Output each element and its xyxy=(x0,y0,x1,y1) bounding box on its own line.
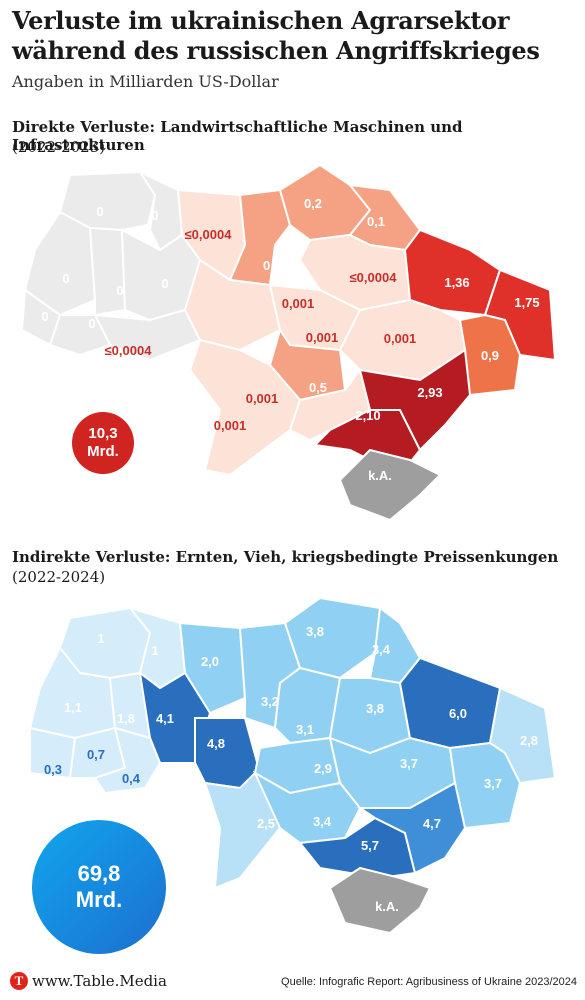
region-kharkiv xyxy=(398,656,502,750)
direct-heading: Direkte Verluste: Landwirtschaftliche Ma… xyxy=(12,118,463,154)
region-label-kherson: 2,10 xyxy=(355,408,380,423)
region-crimea xyxy=(328,866,432,935)
region-label-mykolaiv: 0,001 xyxy=(246,391,279,406)
region-label-donetsk: 0,9 xyxy=(481,348,499,363)
indirect-heading: Indirekte Verluste: Ernten, Vieh, kriegs… xyxy=(12,548,559,566)
region-label-kirovohrad: 0,5 xyxy=(309,380,327,395)
region-label-chernivtsi: ≤0,0004 xyxy=(105,343,153,358)
region-label-crimea: k.A. xyxy=(375,899,399,914)
direct-loss-map: 0 0 0 0 0 0 0 ≤0,0004 ≤0,0004 0,5 0,2 0,1 ≤0,0004 1,3… xyxy=(20,163,557,522)
region-label-dnipropetrovsk: 0,001 xyxy=(384,331,417,346)
indirect-total-unit: Mrd. xyxy=(75,887,123,912)
region-chernivtsi xyxy=(93,726,162,795)
region-zaporizhzhia xyxy=(356,781,467,875)
region-kharkiv xyxy=(403,228,502,317)
region-ivano-frankivsk xyxy=(48,314,112,357)
region-label-donetsk: 3,7 xyxy=(484,776,502,791)
region-label-chernivtsi: 0,4 xyxy=(122,771,141,786)
region-label-vinnytsia: 0,001 xyxy=(282,296,315,311)
region-label-volyn: 1 xyxy=(97,631,104,646)
region-label-cherkasy: 3,1 xyxy=(296,722,314,737)
region-label-kherson: 5,7 xyxy=(361,838,379,853)
region-label-luhansk: 2,8 xyxy=(520,733,538,748)
region-label-kharkiv: 6,0 xyxy=(449,706,467,721)
direct-total-value: 10,3 xyxy=(88,425,118,442)
region-label-odesa: 2,5 xyxy=(257,816,275,831)
region-chernihiv xyxy=(283,596,382,680)
indirect-loss-map: 1 1 2,0 1,1 1,8 4,1 4,8 0,3 0,7 0,4 3,2 3,8 3,4 3,1 3,… xyxy=(28,596,557,935)
region-label-poltava: ≤0,0004 xyxy=(350,270,398,285)
region-label-zaporizhzhia: 4,7 xyxy=(423,816,441,831)
region-zaporizhzhia xyxy=(358,348,472,452)
region-label-ivano-frankivsk: 0 xyxy=(88,316,95,331)
region-label-ternopil: 1,8 xyxy=(117,711,135,726)
region-label-sumy: 0,1 xyxy=(367,214,385,229)
region-label-ternopil: 0 xyxy=(116,283,123,298)
region-crimea xyxy=(338,448,442,522)
region-label-kirovohrad: 2,9 xyxy=(314,761,332,776)
region-label-mykolaiv: 3,4 xyxy=(313,814,332,829)
direct-total-circle: 10,3 Mrd. xyxy=(72,412,134,474)
region-label-luhansk: 1,75 xyxy=(514,295,539,310)
indirect-total-value: 69,8 xyxy=(77,861,121,886)
region-label-cherkasy: 0,001 xyxy=(306,330,339,345)
region-label-kyiv: 0,5 xyxy=(263,258,281,273)
footer-brand[interactable]: T www.Table.Media xyxy=(10,972,167,990)
region-label-kharkiv: 1,36 xyxy=(444,275,469,290)
region-label-khmelnytskyi: 4,1 xyxy=(156,711,174,726)
region-label-zhytomyr: 2,0 xyxy=(201,654,219,669)
region-label-odesa: 0,001 xyxy=(214,418,247,433)
region-label-vinnytsia: 4,8 xyxy=(207,736,225,751)
region-label-rivne: 0 xyxy=(151,208,158,223)
region-label-zaporizhzhia: 2,93 xyxy=(417,385,442,400)
region-label-kyiv: 3,2 xyxy=(261,694,279,709)
region-label-zakarpattia: 0,3 xyxy=(44,762,62,777)
region-label-dnipropetrovsk: 3,7 xyxy=(400,756,418,771)
source-note: Quelle: Infografic Report: Agribusiness … xyxy=(281,976,577,988)
footer-site-link[interactable]: www.Table.Media xyxy=(32,972,167,990)
region-label-lviv: 0 xyxy=(62,271,69,286)
region-label-lviv: 1,1 xyxy=(64,700,82,715)
region-label-khmelnytskyi: 0 xyxy=(161,276,168,291)
region-vinnytsia xyxy=(183,258,282,352)
region-label-poltava: 3,8 xyxy=(366,701,384,716)
page-title: Verluste im ukrainischen Agrarsektor wäh… xyxy=(12,6,540,65)
region-label-zakarpattia: 0 xyxy=(41,309,48,324)
region-label-rivne: 1 xyxy=(151,643,158,658)
region-label-chernihiv: 3,8 xyxy=(306,624,324,639)
table-media-logo-icon: T xyxy=(10,972,28,990)
region-mykolaiv xyxy=(252,770,362,845)
region-label-sumy: 3,4 xyxy=(372,642,391,657)
region-label-ivano-frankivsk: 0,7 xyxy=(87,747,105,762)
region-label-volyn: 0 xyxy=(96,204,103,219)
indirect-total-circle: 69,8 Mrd. xyxy=(32,820,166,954)
page-subtitle: Angaben in Milliarden US-Dollar xyxy=(12,72,279,91)
region-ternopil xyxy=(88,226,127,317)
region-label-zhytomyr: ≤0,0004 xyxy=(185,227,233,242)
indirect-period: (2022-2024) xyxy=(12,568,106,586)
region-label-chernihiv: 0,2 xyxy=(304,196,322,211)
region-label-crimea: k.A. xyxy=(368,468,392,483)
direct-total-unit: Mrd. xyxy=(87,443,119,460)
direct-period: (2022-2023) xyxy=(12,138,106,156)
region-odesa xyxy=(188,338,302,477)
